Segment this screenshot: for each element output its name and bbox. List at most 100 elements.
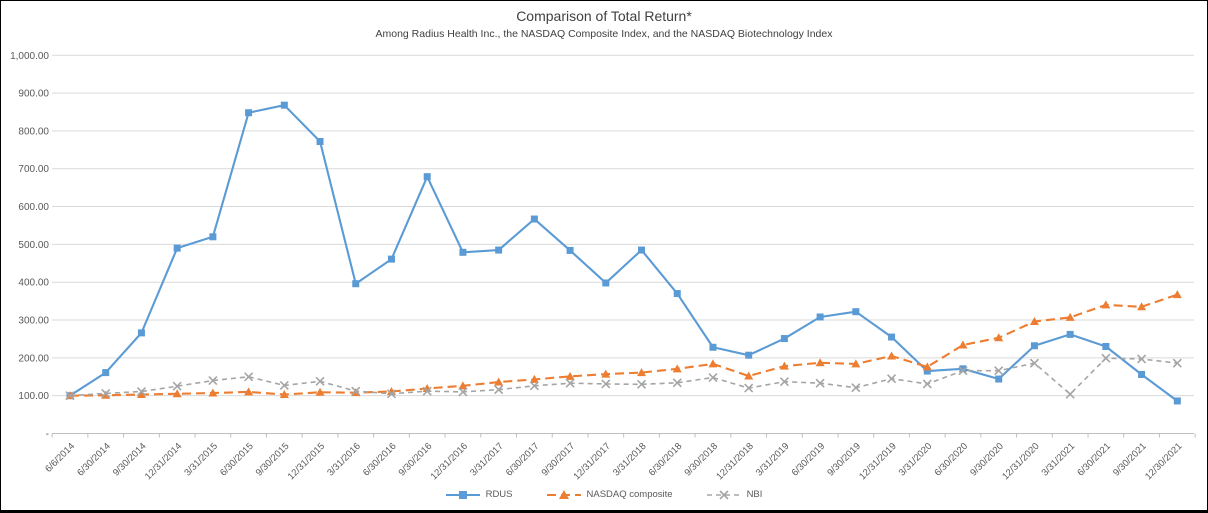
x-data-point-marker [386, 389, 397, 399]
x-axis-tick-label: 3/31/2020 [897, 441, 935, 479]
legend-label-rdus: RDUS [485, 489, 513, 500]
x-axis-tick-label: 12/31/2019 [857, 441, 898, 482]
x-data-point-marker [922, 379, 932, 389]
legend-item-nasdaq-composite: NASDAQ composite [546, 489, 673, 500]
x-axis-tick-label: 9/30/2014 [111, 441, 149, 479]
x-axis-tick-label: 3/31/2019 [754, 441, 792, 479]
y-axis-tick-label: 1,000.00 [10, 51, 49, 62]
x-data-point-marker [744, 383, 754, 393]
triangle-data-point-marker [1137, 302, 1147, 311]
x-axis-tick-label: 9/30/2016 [397, 441, 435, 479]
x-data-point-marker [1029, 358, 1040, 368]
x-data-point-marker [994, 366, 1004, 376]
y-axis-tick-label: 600.00 [18, 202, 49, 213]
x-data-point-marker [279, 380, 289, 391]
triangle-data-point-marker [779, 361, 789, 370]
x-data-point-marker [1137, 354, 1147, 364]
x-axis-tick-label: 9/30/2015 [254, 441, 292, 479]
square-data-point-marker [638, 246, 646, 254]
x-axis-tick-label: 12/31/2014 [143, 441, 184, 482]
square-data-point-marker [1066, 330, 1074, 338]
triangle-data-point-marker [315, 387, 325, 396]
x-axis-tick-label: 12/30/2021 [1143, 441, 1184, 482]
x-axis-tick-label: 6/30/2019 [790, 441, 828, 479]
square-data-point-marker [173, 244, 181, 252]
square-data-point-marker [1102, 343, 1110, 351]
x-axis-tick-label: 12/31/2016 [429, 441, 470, 482]
x-axis-tick-label: 12/31/2018 [714, 441, 755, 482]
x-data-point-marker [815, 378, 825, 388]
x-axis-tick-label: 3/31/2016 [325, 441, 363, 479]
triangle-data-point-marker [958, 340, 968, 349]
chart-legend: RDUS NASDAQ composite NBI [1, 489, 1207, 500]
series-line-rdus [69, 104, 1178, 402]
triangle-data-point-marker [672, 364, 682, 373]
x-data-point-marker [779, 377, 789, 387]
square-data-point-marker [316, 137, 324, 145]
x-data-point-marker [1172, 358, 1182, 368]
y-axis-tick-label: 300.00 [18, 316, 49, 327]
triangle-data-point-marker [494, 377, 504, 386]
triangle-data-point-marker [851, 359, 861, 368]
x-data-point-marker [565, 378, 575, 388]
square-data-point-marker [423, 173, 431, 181]
x-axis-tick-label: 3/31/2021 [1040, 441, 1078, 479]
nasdaq-composite-line-marker-icon [546, 489, 581, 499]
x-data-point-marker [208, 375, 218, 386]
triangle-data-point-marker [101, 390, 111, 399]
x-data-point-marker [1065, 389, 1075, 399]
square-data-point-marker [888, 333, 896, 341]
x-axis-tick-label: 12/31/2015 [286, 441, 327, 482]
x-axis-tick-label: 6/30/2021 [1075, 441, 1113, 479]
x-data-point-marker [172, 381, 182, 391]
x-axis-tick-label: 6/6/2014 [43, 441, 77, 475]
x-data-point-marker [422, 386, 432, 396]
y-axis-tick-label: 200.00 [18, 353, 49, 364]
square-data-point-marker [137, 329, 145, 337]
triangle-data-point-marker [1101, 300, 1111, 309]
triangle-data-point-marker [744, 371, 754, 380]
chart-title: Comparison of Total Return* [516, 8, 692, 24]
triangle-data-point-marker [565, 371, 575, 380]
nbi-line-marker-icon [706, 489, 741, 500]
triangle-data-point-marker [458, 381, 468, 390]
x-axis-tick-label: 9/30/2021 [1111, 441, 1149, 479]
x-data-point-marker [851, 383, 861, 393]
triangle-data-point-marker [136, 390, 146, 399]
triangle-data-point-marker [815, 358, 825, 367]
x-data-point-marker [708, 372, 718, 383]
y-axis-tick-label: 100.00 [18, 391, 49, 402]
square-data-point-marker [1030, 342, 1038, 350]
y-axis-tick-label: 800.00 [18, 126, 49, 137]
x-data-point-marker [101, 388, 111, 398]
square-data-point-marker [959, 365, 967, 373]
triangle-data-point-marker [1029, 317, 1039, 326]
x-axis-tick-label: 9/30/2020 [968, 441, 1006, 479]
x-axis-tick-label: 6/30/2020 [932, 441, 970, 479]
square-data-point-marker [673, 290, 681, 298]
triangle-data-point-marker [601, 369, 611, 378]
triangle-data-point-marker [637, 368, 647, 377]
x-data-point-marker [458, 387, 468, 397]
rdus-line-marker-icon [445, 490, 480, 499]
x-data-point-marker [65, 391, 75, 401]
triangle-data-point-marker [708, 359, 718, 368]
y-axis-tick-label: 900.00 [18, 89, 49, 100]
triangle-data-point-marker [922, 362, 932, 371]
triangle-data-point-marker [279, 390, 289, 399]
y-axis-tick-label: - [46, 429, 49, 440]
square-data-point-marker [780, 335, 788, 343]
legend-item-rdus: RDUS [445, 489, 513, 500]
x-axis-tick-label: 9/30/2017 [540, 441, 578, 479]
square-data-point-marker [852, 308, 860, 316]
triangle-data-point-marker [1172, 290, 1182, 299]
square-data-point-marker [387, 255, 395, 263]
x-axis-tick-label: 6/30/2015 [218, 441, 256, 479]
square-data-point-marker [995, 375, 1003, 383]
x-axis-tick-label: 3/31/2017 [468, 441, 506, 479]
x-axis-tick-label: 12/31/2017 [572, 441, 613, 482]
legend-label-nbi: NBI [746, 489, 763, 500]
series-line-nbi [69, 357, 1178, 397]
y-axis-tick-label: 700.00 [18, 164, 49, 175]
